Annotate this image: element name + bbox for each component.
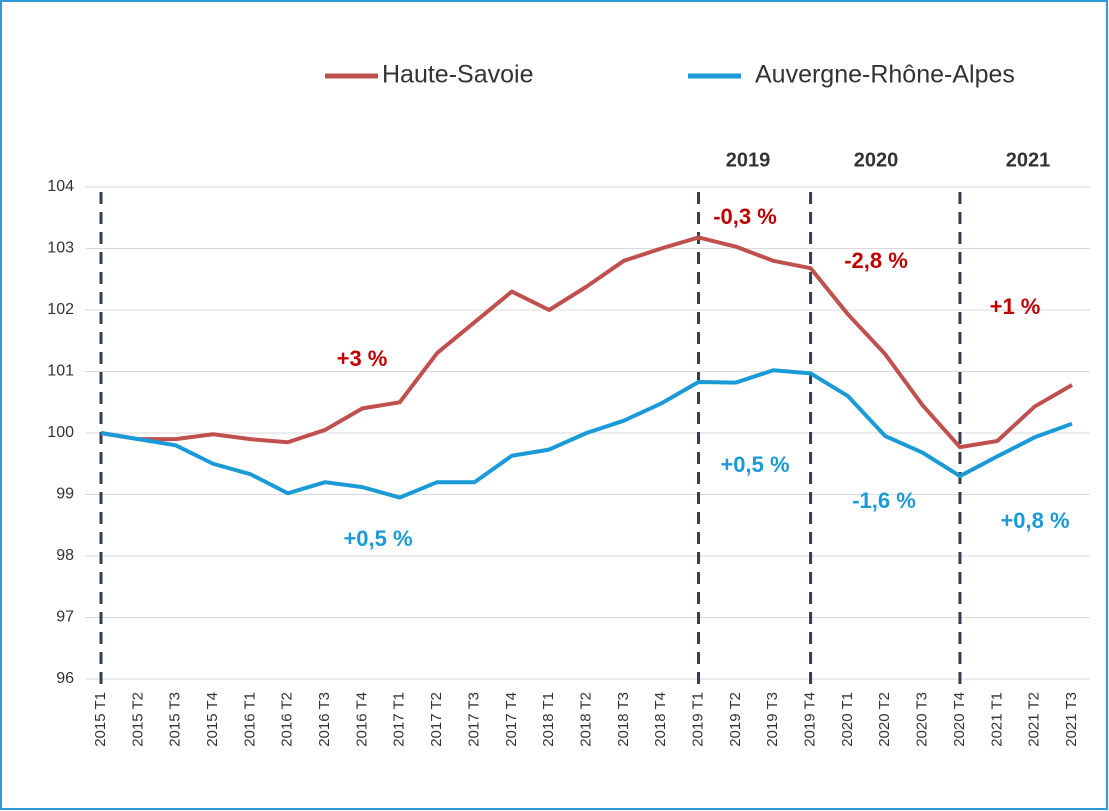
y-tick-label: 98 [56, 547, 74, 564]
x-tick-label: 2021 T2 [1026, 692, 1043, 747]
annotation: -0,3 % [713, 204, 777, 229]
x-tick-label: 2017 T4 [503, 692, 520, 747]
x-tick-label: 2021 T3 [1063, 692, 1080, 747]
annotation: +1 % [990, 294, 1041, 319]
y-tick-label: 102 [47, 301, 74, 318]
y-tick-label: 96 [56, 670, 74, 687]
x-tick-label: 2016 T2 [279, 692, 296, 747]
x-tick-label: 2019 T3 [764, 692, 781, 747]
y-tick-label: 104 [47, 178, 74, 195]
x-tick-label: 2017 T1 [391, 692, 408, 747]
x-tick-label: 2019 T1 [690, 692, 707, 747]
x-tick-label: 2018 T4 [652, 692, 669, 747]
period-label: 2021 [1006, 149, 1051, 171]
period-label: 2019 [726, 149, 771, 171]
x-tick-label: 2020 T1 [839, 692, 856, 747]
annotation: +3 % [337, 346, 388, 371]
x-tick-label: 2015 T3 [167, 692, 184, 747]
x-tick-label: 2015 T1 [92, 692, 109, 747]
annotation: +0,8 % [1000, 508, 1069, 533]
period-label: 2020 [854, 149, 899, 171]
y-tick-label: 103 [47, 240, 74, 257]
x-tick-label: 2020 T4 [951, 692, 968, 747]
annotation: -2,8 % [844, 248, 908, 273]
annotation: +0,5 % [343, 526, 412, 551]
legend-label: Haute-Savoie [382, 61, 533, 89]
x-tick-label: 2019 T2 [727, 692, 744, 747]
x-tick-label: 2020 T2 [876, 692, 893, 747]
x-tick-label: 2018 T2 [577, 692, 594, 747]
x-tick-label: 2021 T1 [988, 692, 1005, 747]
x-tick-label: 2019 T4 [802, 692, 819, 747]
x-tick-label: 2015 T4 [204, 692, 221, 747]
x-tick-label: 2015 T2 [129, 692, 146, 747]
series-line [100, 368, 1073, 500]
x-tick-label: 2017 T2 [428, 692, 445, 747]
annotation: -1,6 % [852, 488, 916, 513]
x-tick-label: 2016 T3 [316, 692, 333, 747]
legend-label: Auvergne-Rhône-Alpes [755, 61, 1015, 89]
x-tick-label: 2018 T1 [540, 692, 557, 747]
x-tick-label: 2016 T1 [241, 692, 258, 747]
y-tick-label: 99 [56, 486, 74, 503]
y-tick-label: 100 [47, 424, 74, 441]
y-tick-label: 101 [47, 363, 74, 380]
y-tick-label: 97 [56, 609, 74, 626]
annotation: +0,5 % [720, 452, 789, 477]
x-tick-label: 2017 T3 [465, 692, 482, 747]
series-line [100, 235, 1073, 450]
x-tick-label: 2018 T3 [615, 692, 632, 747]
x-tick-label: 2016 T4 [353, 692, 370, 747]
x-tick-label: 2020 T3 [914, 692, 931, 747]
